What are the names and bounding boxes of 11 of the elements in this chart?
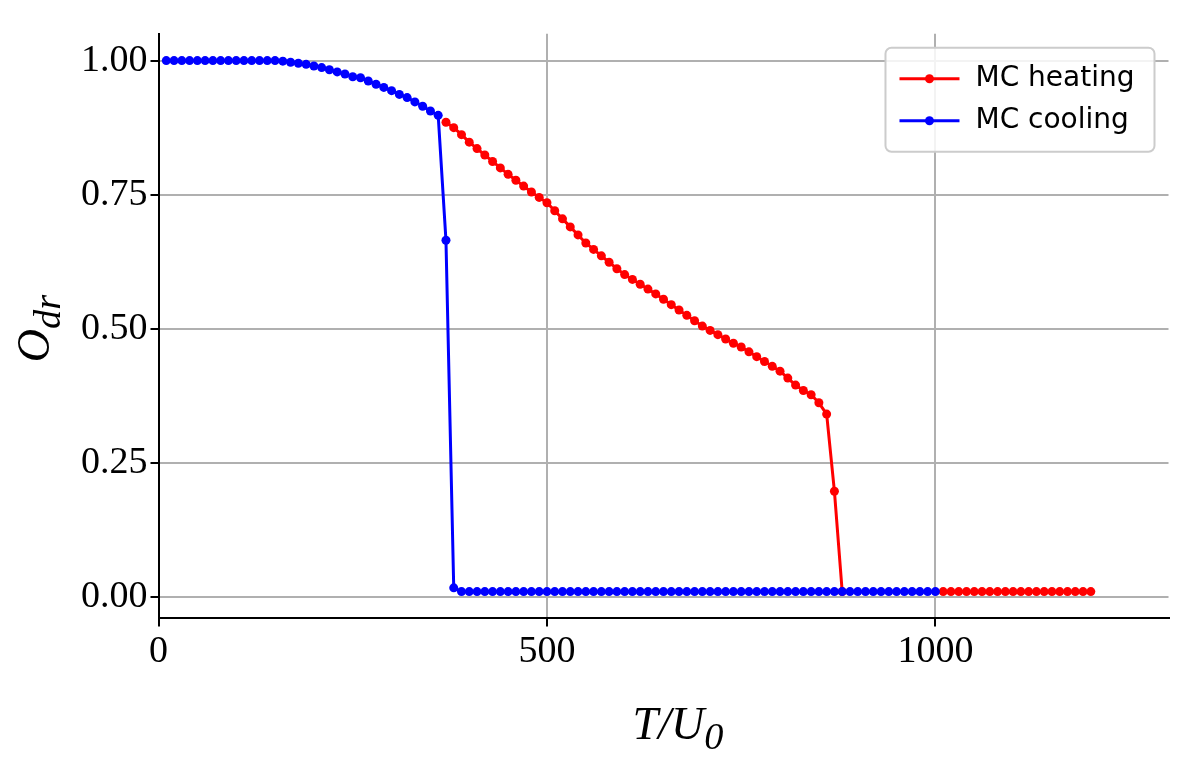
y-tick-label: 1.00 bbox=[81, 36, 148, 79]
legend-label: MC heating bbox=[975, 60, 1135, 94]
y-tick-label: 0.25 bbox=[81, 438, 148, 481]
x-tick-label: 1000 bbox=[897, 628, 974, 671]
y-tick-label: 0.75 bbox=[81, 170, 148, 213]
x-tick-label: 500 bbox=[518, 628, 576, 671]
legend-label: MC cooling bbox=[975, 102, 1129, 136]
y-tick-label: 0.50 bbox=[81, 304, 148, 347]
y-tick-label: 0.00 bbox=[81, 572, 148, 615]
x-axis-title: T/U$_{0}$ bbox=[631, 696, 725, 758]
x-tick-label: 0 bbox=[149, 628, 168, 671]
